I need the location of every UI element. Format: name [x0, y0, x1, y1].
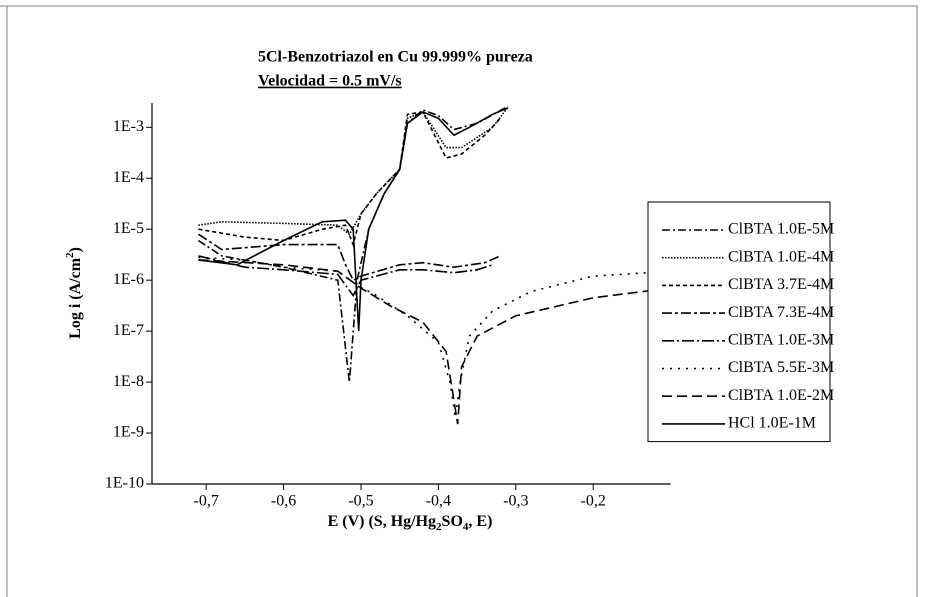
legend-label: ClBTA 7.3E-4M — [728, 304, 834, 321]
x-axis-label: E (V) (S, Hg/Hg2SO4, E) — [328, 513, 493, 533]
x-axis-label-part: , E) — [468, 513, 492, 530]
x-tick-label: -0,7 — [194, 493, 219, 510]
x-tick-label: -0,3 — [503, 493, 528, 510]
legend-label: ClBTA 1.0E-3M — [728, 331, 834, 348]
legend-label: ClBTA 1.0E-4M — [728, 248, 834, 265]
legend-box — [647, 201, 831, 443]
y-axis-label-part: Log i (A/cm — [67, 257, 84, 339]
y-tick-label: 1E-7 — [113, 322, 144, 339]
legend-label: HCl 1.0E-1M — [728, 415, 816, 432]
x-tick-label: -0,6 — [271, 493, 296, 510]
y-tick-label: 1E-8 — [113, 373, 144, 390]
y-tick-label: 1E-9 — [113, 424, 144, 441]
y-axis-label-part: ) — [67, 247, 84, 252]
y-tick-label: 1E-10 — [105, 475, 144, 492]
legend-label: ClBTA 3.7E-4M — [728, 276, 834, 293]
y-axis-label: Log i (A/cm2) — [64, 247, 84, 339]
x-tick-label: -0,4 — [426, 493, 451, 510]
y-tick-label: 1E-6 — [113, 271, 144, 288]
x-axis-label-part: E (V) (S, Hg/Hg — [328, 513, 436, 530]
legend-label: ClBTA 1.0E-5M — [728, 221, 834, 238]
series-line — [198, 111, 501, 248]
y-tick-label: 1E-3 — [113, 118, 144, 135]
chart-subtitle: Velocidad = 0.5 mV/s — [258, 73, 402, 90]
y-axis-label-part: 2 — [64, 252, 76, 258]
series-line — [198, 256, 671, 418]
window-frame — [0, 5, 918, 597]
series-line — [198, 106, 509, 236]
x-axis-label-part: 4 — [463, 521, 469, 533]
x-tick-label: -0,5 — [348, 493, 373, 510]
x-axis-label-part: SO — [442, 513, 463, 530]
series-line — [198, 107, 509, 332]
legend-label: ClBTA 1.0E-2M — [728, 387, 834, 404]
y-tick-label: 1E-4 — [113, 169, 144, 186]
legend-label: ClBTA 5.5E-3M — [728, 359, 834, 376]
series-line — [198, 259, 671, 425]
x-tick-label: -0,2 — [581, 493, 606, 510]
y-tick-label: 1E-5 — [113, 220, 144, 237]
x-axis-label-part: 2 — [436, 521, 442, 533]
chart-title: 5Cl-Benzotriazol en Cu 99.999% pureza — [258, 49, 533, 66]
